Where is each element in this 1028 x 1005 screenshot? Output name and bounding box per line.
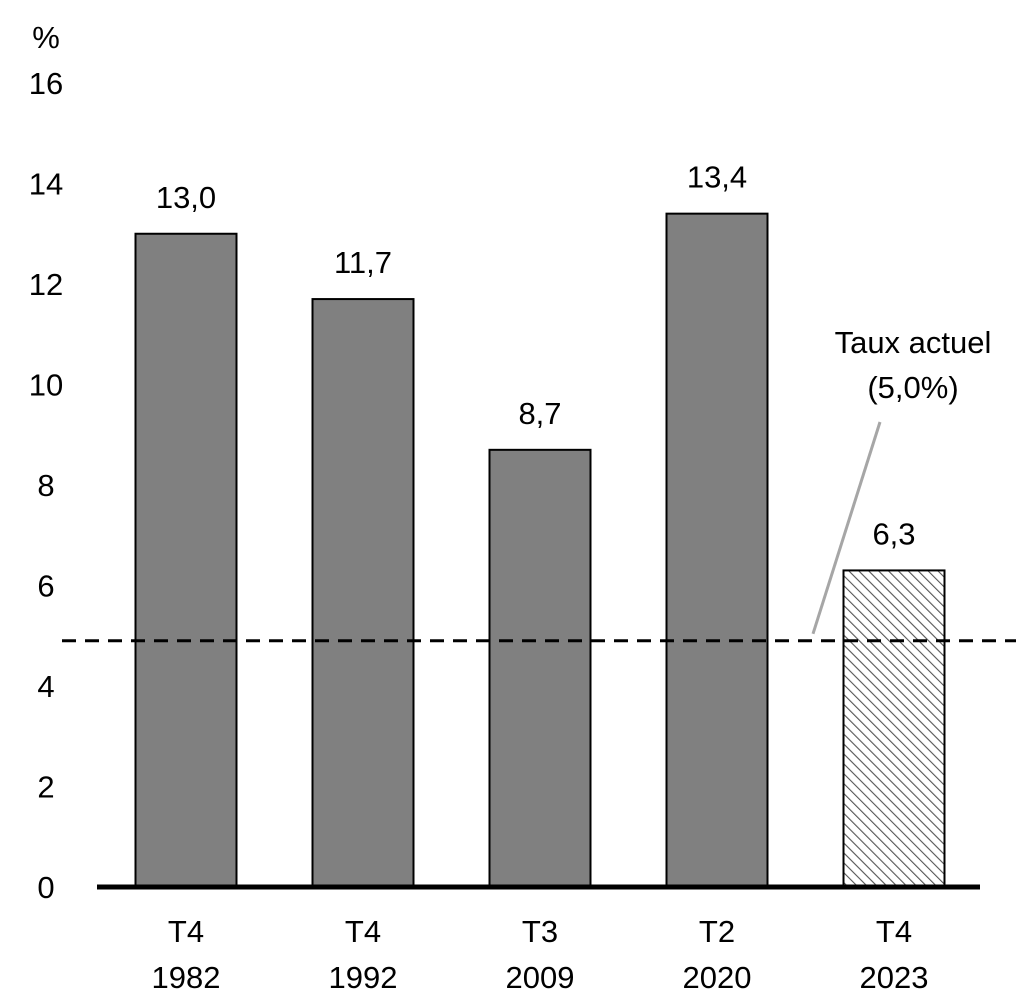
y-axis-ticks: 0 2 4 6 8 10 12 14 16: [29, 66, 63, 905]
x-tick-label: 1982: [152, 960, 221, 995]
bar: [134, 232, 238, 888]
x-tick-label: 1992: [329, 960, 398, 995]
y-tick-label: 4: [37, 669, 54, 704]
reference-line-group: Taux actuel (5,0%): [62, 325, 1016, 643]
bar: [311, 298, 415, 888]
x-tick-label: 2009: [506, 960, 575, 995]
y-tick-label: 2: [37, 770, 54, 805]
y-tick-label: 0: [37, 870, 54, 905]
x-tick-label: T3: [522, 914, 558, 949]
x-tick-label: T4: [876, 914, 912, 949]
bar: [842, 569, 946, 888]
y-axis-unit-label: %: [32, 20, 60, 55]
bar-value-label: 13,4: [687, 160, 747, 195]
x-axis-labels: T4 1982 T4 1992 T3 2009 T2 2020 T4 2023: [152, 914, 929, 995]
bar-value-label: 6,3: [872, 516, 915, 551]
bars-group: 13,0 11,7 8,7 13,4 6,3: [134, 160, 946, 888]
x-tick-label: T4: [345, 914, 381, 949]
y-tick-label: 10: [29, 368, 63, 403]
x-tick-label: 2020: [683, 960, 752, 995]
bar-value-label: 13,0: [156, 180, 216, 215]
reference-line-label: Taux actuel: [835, 325, 992, 360]
bar-value-label: 11,7: [334, 245, 392, 280]
y-tick-label: 8: [37, 468, 54, 503]
y-tick-label: 12: [29, 267, 63, 302]
y-tick-label: 6: [37, 569, 54, 604]
reference-line-label: (5,0%): [867, 370, 958, 405]
y-tick-label: 16: [29, 66, 63, 101]
x-tick-label: T2: [699, 914, 735, 949]
bar-value-label: 8,7: [518, 396, 561, 431]
bar: [488, 448, 592, 888]
x-tick-label: 2023: [860, 960, 929, 995]
bar: [665, 212, 769, 888]
x-tick-label: T4: [168, 914, 204, 949]
y-tick-label: 14: [29, 167, 63, 202]
annotation-leader-line: [811, 421, 882, 635]
